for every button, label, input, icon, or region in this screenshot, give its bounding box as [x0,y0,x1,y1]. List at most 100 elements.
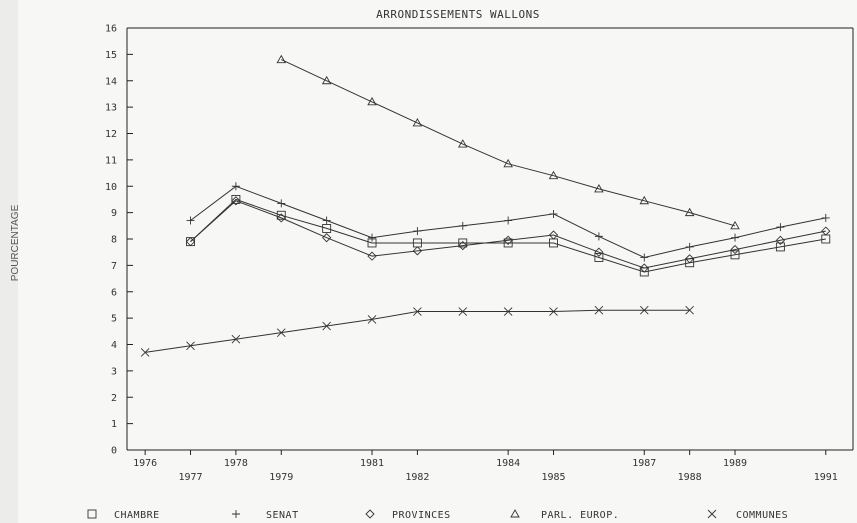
data-point-parl-europ [321,75,332,85]
x-tick-label: 1977 [178,472,202,483]
legend-label-senat: SENAT [266,510,299,521]
data-point-chambre [231,194,241,204]
data-point-parl-europ [276,54,287,64]
data-point-provinces [821,226,831,236]
plot-frame [126,27,854,451]
series-line-communes [145,309,690,353]
data-point-provinces [548,230,559,240]
y-tick-label: 16 [105,24,117,35]
data-point-provinces [730,244,740,255]
x-tick-label: 1976 [133,458,157,469]
data-point-chambre [594,253,604,262]
data-point-provinces [458,240,468,251]
series-senat [186,182,830,262]
data-point-parl-europ [684,207,695,217]
data-point-senat [504,216,513,225]
x-tick-label: 1981 [360,458,384,469]
data-point-senat [413,227,422,236]
data-point-communes [549,307,558,316]
data-point-senat [549,209,558,218]
x-axis: 1976 1978 1981 1984 1987 1989 1977 1979 1982 1985… [133,450,838,483]
y-tick-label: 6 [111,287,117,298]
legend-label-parl-europ: PARL. EUROP. [541,510,619,521]
y-tick-label: 2 [111,393,117,404]
data-point-provinces [594,247,604,257]
data-point-communes [140,348,150,357]
data-point-provinces [639,263,649,273]
legend-item-parl-europ: PARL. EUROP. [510,509,619,521]
x-tick-label: 1984 [496,458,520,469]
data-point-communes [413,307,422,316]
data-point-provinces [503,235,513,245]
data-point-communes [594,305,604,315]
x-tick-label: 1988 [678,472,702,483]
data-point-chambre [775,242,785,252]
data-point-parl-europ [594,183,604,193]
series-line-parl-europ [281,59,736,227]
x-tick-label: 1982 [405,472,429,483]
data-point-senat [322,216,331,225]
data-point-provinces [185,237,196,247]
data-point-parl-europ [548,170,559,180]
y-tick-label: 8 [111,235,117,246]
data-point-provinces [231,196,241,206]
data-point-provinces [685,254,695,264]
legend-marker-communes [707,509,717,519]
y-tick-label: 4 [111,340,117,351]
data-point-chambre [503,238,513,248]
x-tick-label: 1989 [723,458,747,469]
data-point-senat [731,233,740,242]
y-tick-label: 7 [111,261,117,272]
y-tick-label: 0 [111,446,117,457]
data-point-senat [640,253,649,262]
data-point-parl-europ [457,139,468,148]
data-point-communes [458,307,468,316]
series-line-provinces [190,200,826,269]
y-tick-label: 11 [105,155,117,166]
y-tick-label: 13 [105,103,117,114]
y-tick-label: 14 [105,76,117,87]
data-point-communes [276,328,286,337]
x-tick-label: 1991 [814,472,838,483]
data-point-provinces [322,233,332,243]
data-point-communes [231,334,241,344]
data-point-parl-europ [730,220,740,230]
y-tick-label: 1 [111,419,117,430]
y-tick-label: 5 [111,314,117,325]
x-tick-label: 1979 [269,472,293,483]
data-point-parl-europ [503,158,513,168]
data-point-senat [368,233,377,242]
data-point-provinces [412,246,423,256]
legend-item-chambre: CHAMBRE [87,509,160,521]
y-tick-label: 9 [111,208,117,219]
data-point-senat [821,213,830,222]
data-point-provinces [367,251,377,261]
data-point-senat [186,216,195,225]
series-communes [140,305,694,357]
data-point-parl-europ [639,195,650,205]
data-point-senat [776,223,785,232]
legend-marker-chambre [87,509,97,519]
legend: CHAMBRE SENAT PROVINCES PARL. EUROP. COMMUNE… [87,509,788,521]
data-point-senat [231,182,240,191]
y-tick-label: 3 [111,366,117,377]
y-tick-label: 15 [105,50,117,61]
data-point-chambre [730,250,740,260]
series-provinces [185,196,831,273]
legend-label-communes: COMMUNES [736,510,788,521]
legend-item-communes: COMMUNES [707,509,788,521]
data-point-communes [685,305,694,315]
data-point-chambre [458,238,468,248]
data-point-communes [639,305,649,315]
data-point-senat [458,221,467,230]
series-parl-europ [276,54,740,230]
legend-label-chambre: CHAMBRE [114,510,160,521]
data-point-communes [503,307,513,316]
data-point-senat [685,242,694,251]
data-point-chambre [276,210,286,220]
data-point-senat [277,199,286,208]
data-point-parl-europ [412,118,423,127]
y-tick-label: 10 [105,182,117,193]
